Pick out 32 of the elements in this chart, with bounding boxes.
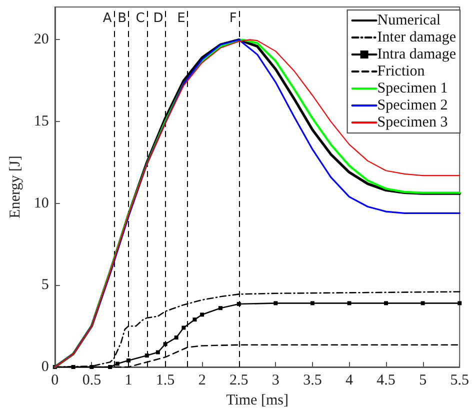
legend-label: Specimen 3 xyxy=(377,114,448,130)
legend-label: Friction xyxy=(377,64,426,80)
x-tick-label: 0.5 xyxy=(82,372,102,388)
y-tick-label: 15 xyxy=(34,114,49,130)
x-tick-label: 4.5 xyxy=(376,372,396,388)
legend-label: Inter damage xyxy=(377,30,456,46)
ref-line-label: E xyxy=(177,11,186,26)
x-tick-label: 4 xyxy=(345,372,354,388)
legend-label: Numerical xyxy=(377,12,441,28)
x-tick-label: 5 xyxy=(419,372,427,388)
x-tick-label: 2.5 xyxy=(229,372,248,388)
x-tick-label: 5.5 xyxy=(450,372,469,388)
y-tick-label: 20 xyxy=(34,32,49,48)
legend-label: Intra damage xyxy=(377,46,456,62)
x-axis-title: Time [ms] xyxy=(226,392,288,408)
ref-line-label: B xyxy=(118,11,126,26)
x-tick-label: 2 xyxy=(198,372,206,388)
y-tick-label: 0 xyxy=(41,359,49,375)
x-tick-label: 3.5 xyxy=(303,372,322,388)
x-tick-label: 1.5 xyxy=(156,372,175,388)
ref-line-label: C xyxy=(136,11,145,26)
legend-label: Specimen 2 xyxy=(377,98,448,114)
y-tick-label: 5 xyxy=(41,277,49,294)
ref-line-label: F xyxy=(229,11,237,26)
legend-label: Specimen 1 xyxy=(377,80,448,96)
x-tick-label: 1 xyxy=(124,372,132,388)
y-tick-label: 10 xyxy=(34,195,49,212)
ref-line-label: D xyxy=(153,11,164,26)
y-axis-title: Energy [J] xyxy=(8,156,24,218)
x-tick-label: 3 xyxy=(272,372,280,388)
x-tick-label: 0 xyxy=(51,372,59,388)
ref-line-label: A xyxy=(102,11,112,26)
